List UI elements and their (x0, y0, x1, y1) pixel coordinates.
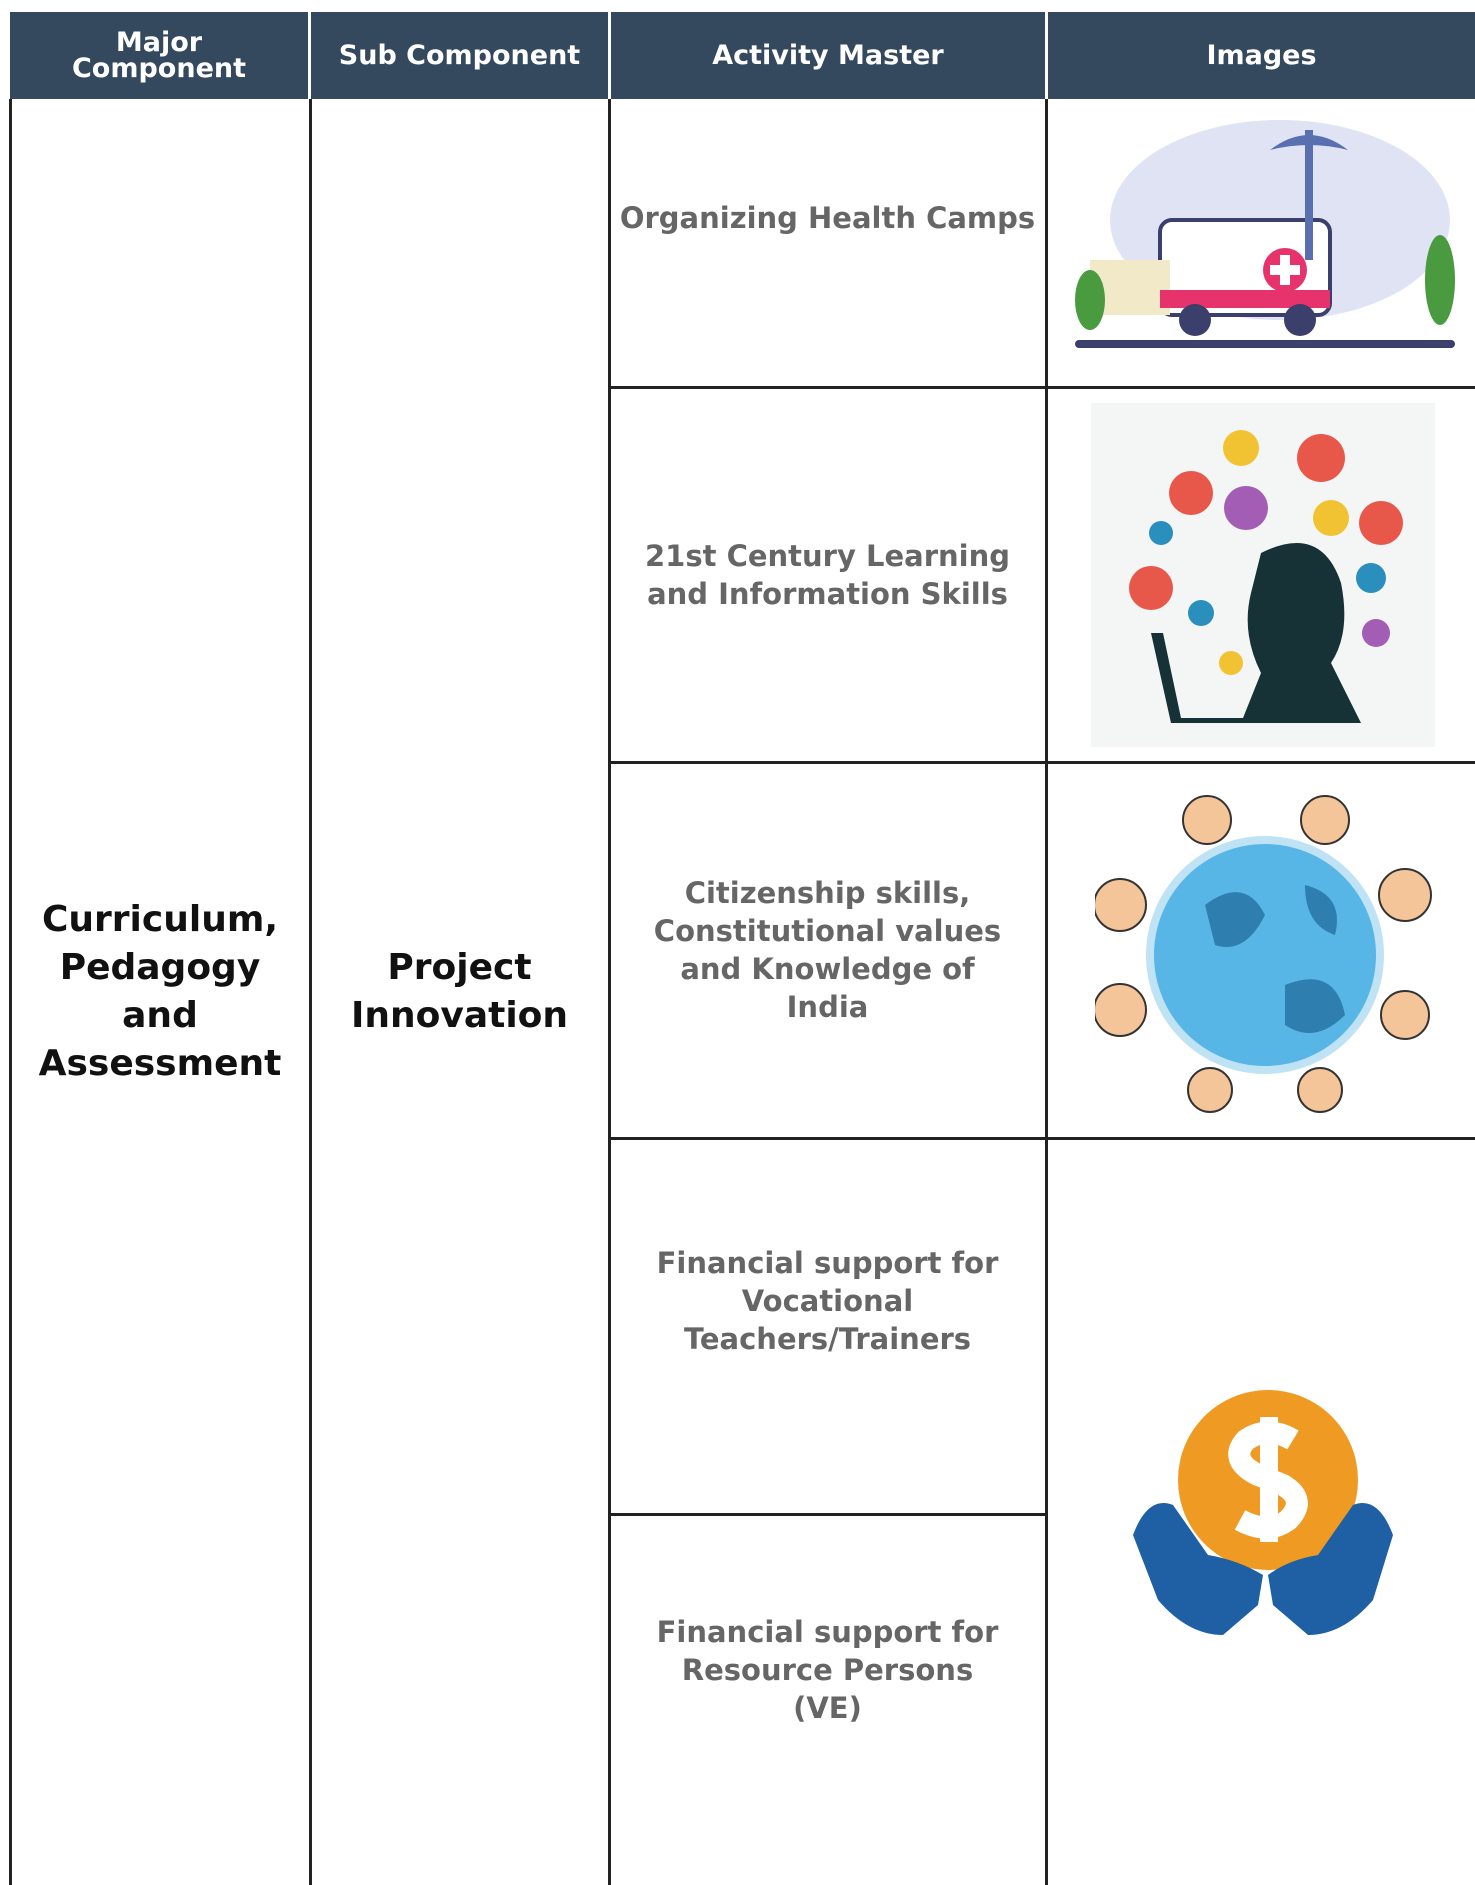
header-cell: Sub Component (311, 12, 608, 99)
border (309, 99, 312, 1885)
border (608, 99, 611, 1885)
activity: Organizing Health Camps (619, 201, 1036, 235)
activity: 21st Century Learning and Information Sk… (645, 538, 1010, 611)
border (1045, 99, 1048, 1885)
major-component: Curriculum, Pedagogy and Assessment (38, 899, 282, 1084)
sub-component: Project Innovation (350, 947, 569, 1036)
header-cell: Images (1048, 12, 1475, 99)
border (9, 99, 12, 1885)
citizenship-image (1095, 795, 1432, 1113)
border (609, 1137, 1475, 1140)
border (609, 1513, 1046, 1516)
header-cell: Activity Master (611, 12, 1045, 99)
header-cell: Major Component (10, 12, 308, 99)
activity: Financial support for Resource Persons (… (656, 1614, 999, 1725)
financial-image (1133, 1390, 1393, 1635)
border (609, 761, 1475, 764)
health-camp-image (1075, 120, 1455, 348)
learning-image (1091, 403, 1435, 747)
activity: Financial support for Vocational Teacher… (656, 1246, 999, 1356)
border (609, 386, 1475, 389)
activity: Citizenship skills, Constitutional value… (653, 876, 1002, 1024)
